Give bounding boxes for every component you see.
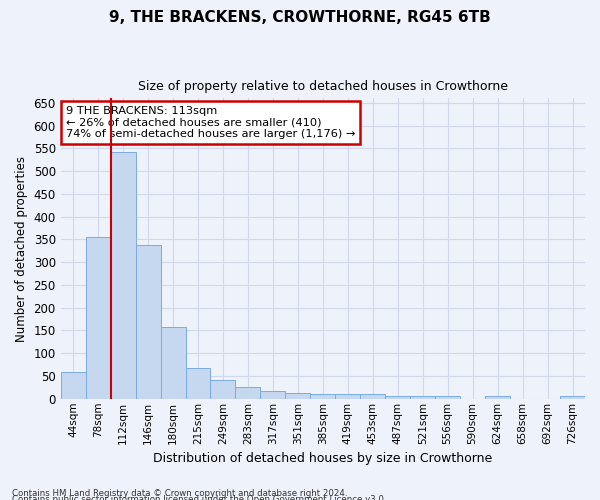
- Text: 9, THE BRACKENS, CROWTHORNE, RG45 6TB: 9, THE BRACKENS, CROWTHORNE, RG45 6TB: [109, 10, 491, 25]
- Text: Contains HM Land Registry data © Crown copyright and database right 2024.: Contains HM Land Registry data © Crown c…: [12, 488, 347, 498]
- Bar: [235, 388, 260, 399]
- Bar: [560, 396, 585, 399]
- Bar: [410, 396, 435, 399]
- Bar: [310, 394, 335, 399]
- Bar: [61, 372, 86, 399]
- Text: Contains public sector information licensed under the Open Government Licence v3: Contains public sector information licen…: [12, 495, 386, 500]
- Bar: [260, 390, 286, 399]
- Text: 9 THE BRACKENS: 113sqm
← 26% of detached houses are smaller (410)
74% of semi-de: 9 THE BRACKENS: 113sqm ← 26% of detached…: [66, 106, 355, 139]
- X-axis label: Distribution of detached houses by size in Crowthorne: Distribution of detached houses by size …: [153, 452, 493, 465]
- Title: Size of property relative to detached houses in Crowthorne: Size of property relative to detached ho…: [138, 80, 508, 93]
- Y-axis label: Number of detached properties: Number of detached properties: [15, 156, 28, 342]
- Bar: [485, 396, 510, 399]
- Bar: [136, 245, 161, 399]
- Bar: [86, 237, 110, 399]
- Bar: [335, 394, 360, 399]
- Bar: [110, 152, 136, 399]
- Bar: [435, 396, 460, 399]
- Bar: [161, 328, 185, 399]
- Bar: [385, 396, 410, 399]
- Bar: [360, 394, 385, 399]
- Bar: [286, 394, 310, 399]
- Bar: [185, 368, 211, 399]
- Bar: [211, 380, 235, 399]
